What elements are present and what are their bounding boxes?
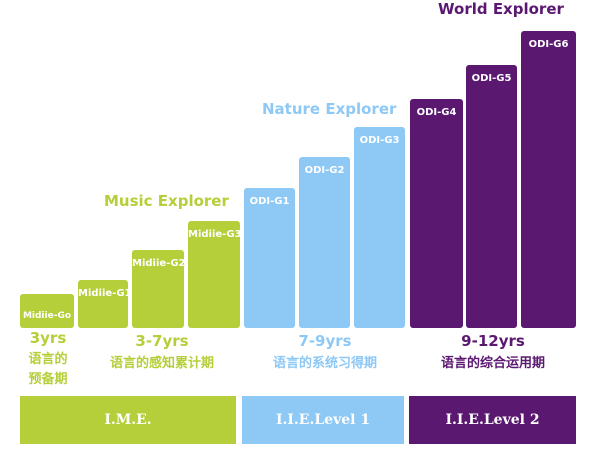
age-9-12yrs: 9-12yrs (461, 332, 525, 350)
step-bar-odi-g3: ODI-G3 (354, 127, 405, 328)
step-bar-midiie-g2: Midiie-G2 (132, 250, 186, 328)
music-explorer-title: Music Explorer (104, 192, 229, 210)
step-bar-midiie-go: Midiie-Go (20, 294, 74, 328)
age-7-9yrs: 7-9yrs (298, 332, 352, 350)
step-label: ODI-G1 (249, 196, 290, 207)
step-label: Midiie-Go (22, 311, 72, 321)
nature-explorer-title: Nature Explorer (262, 100, 397, 118)
level-band-iie-1: I.I.E.Level 1 (242, 396, 404, 444)
step-label: ODI-G5 (471, 73, 512, 84)
age-3-7yrs: 3-7yrs (135, 332, 189, 350)
step-bar-odi-g4: ODI-G4 (410, 99, 463, 328)
stage-line-1: 语言的 (28, 352, 68, 367)
step-label: Midiie-G1 (78, 288, 132, 299)
stage-systematic: 语言的系统习得期 (272, 356, 377, 371)
step-bar-midiie-g1: Midiie-G1 (78, 280, 132, 328)
stage-perception: 语言的感知累计期 (109, 356, 214, 371)
stage-application: 语言的综合运用期 (440, 356, 545, 371)
step-bar-midiie-g3: Midiie-G3 (188, 221, 242, 328)
stage-line-2: 预备期 (28, 372, 68, 387)
level-band-ime: I.M.E. (20, 396, 236, 444)
step-bar-odi-g6: ODI-G6 (521, 31, 576, 328)
step-label: ODI-G3 (359, 135, 400, 146)
step-label: Midiie-G3 (188, 229, 242, 240)
step-label: ODI-G4 (416, 107, 457, 118)
world-explorer-title: World Explorer (438, 0, 564, 18)
level-band-iie-2: I.I.E.Level 2 (409, 396, 576, 444)
step-label: ODI-G2 (304, 165, 345, 176)
age-3yrs: 3yrs (29, 329, 67, 347)
step-bar-odi-g5: ODI-G5 (466, 65, 517, 328)
step-label: Midiie-G2 (132, 258, 186, 269)
step-label: ODI-G6 (528, 39, 569, 50)
step-bar-odi-g1: ODI-G1 (244, 188, 295, 328)
step-bar-odi-g2: ODI-G2 (299, 157, 350, 328)
